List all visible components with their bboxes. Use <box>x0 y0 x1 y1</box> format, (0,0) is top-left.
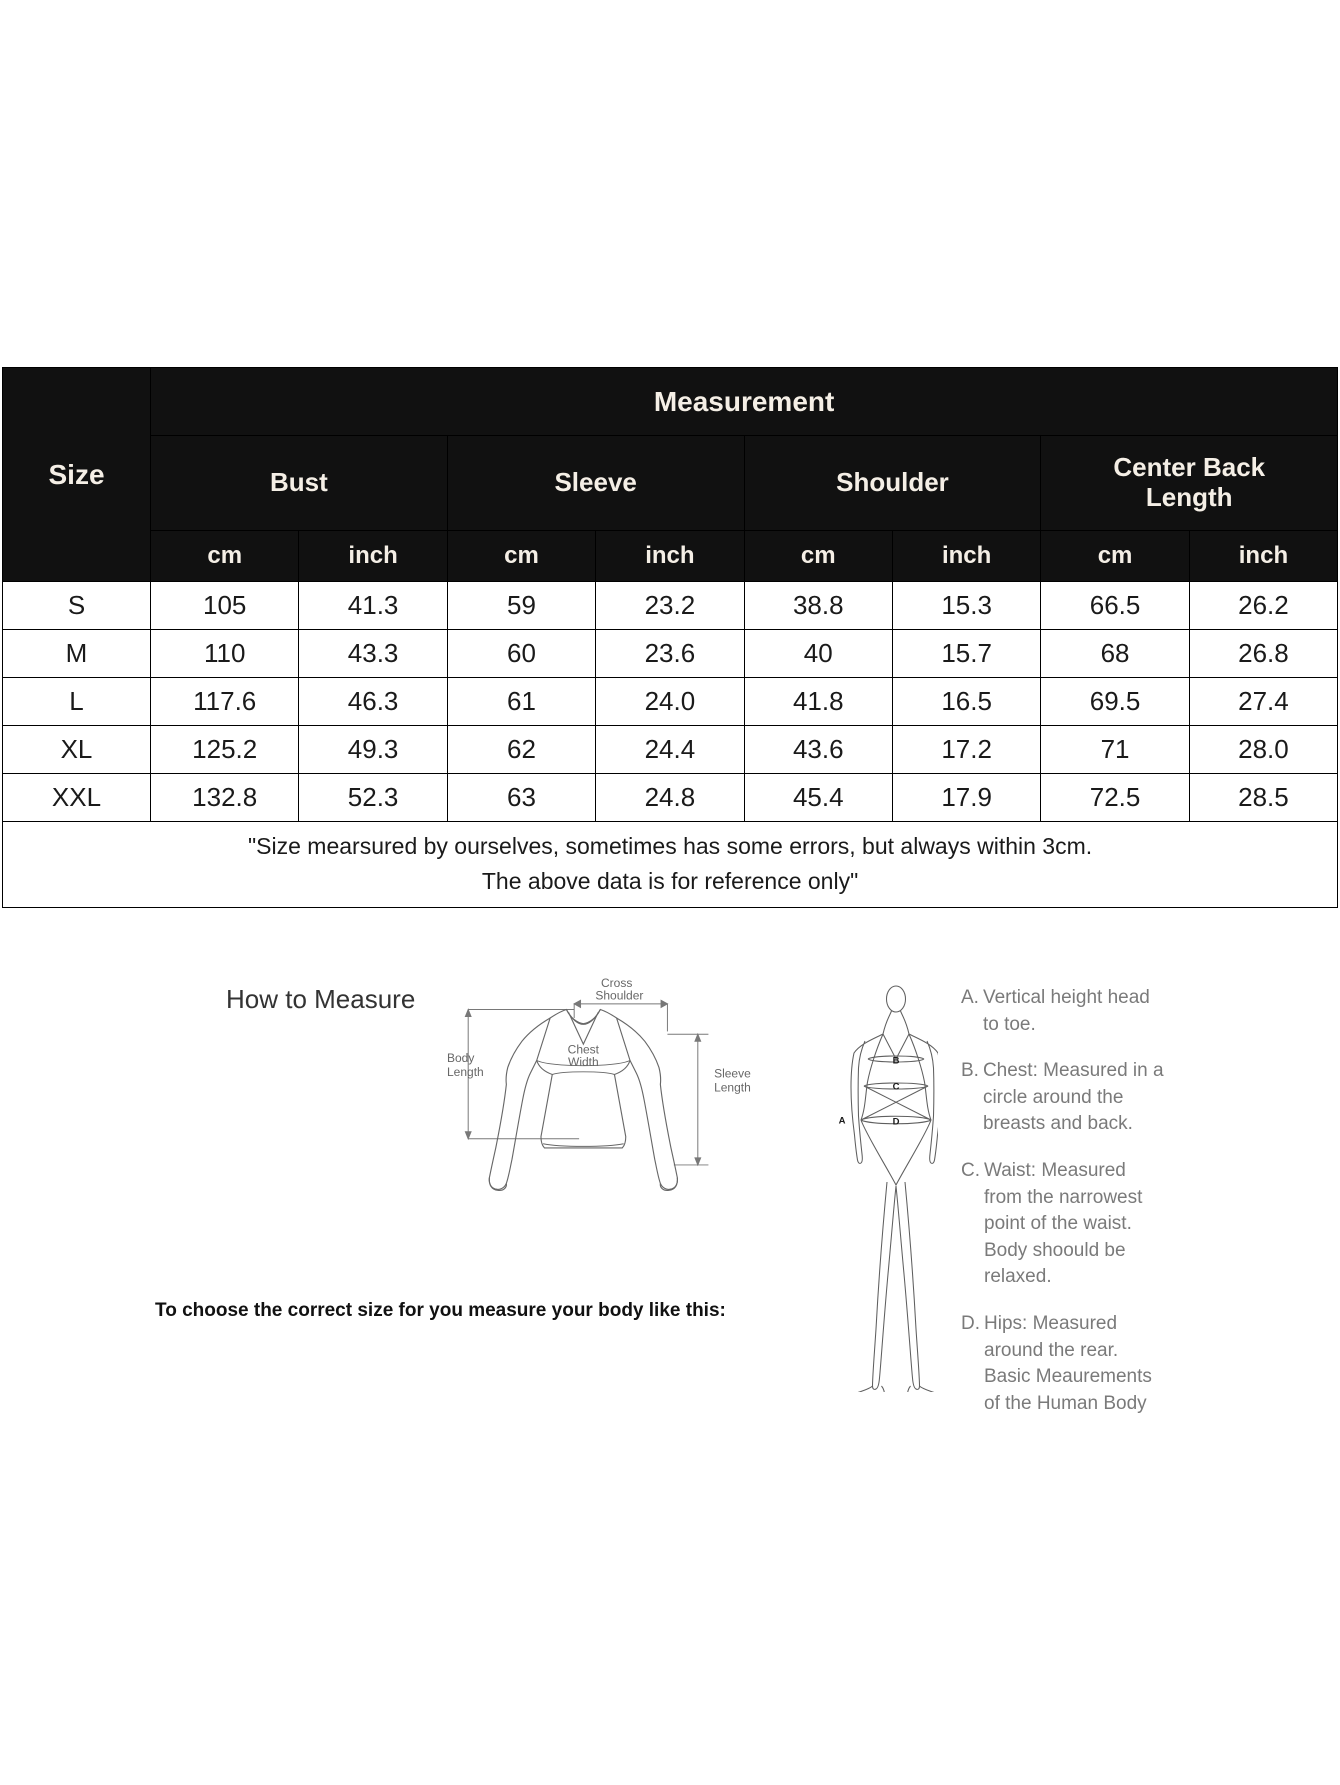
svg-text:B: B <box>893 1056 900 1067</box>
svg-text:D: D <box>893 1117 900 1128</box>
svg-text:Width: Width <box>568 1055 599 1069</box>
svg-text:Sleeve: Sleeve <box>714 1066 751 1080</box>
svg-text:Length: Length <box>447 1065 484 1079</box>
svg-text:C: C <box>893 1082 900 1093</box>
svg-text:A: A <box>839 1116 846 1127</box>
svg-text:Shoulder: Shoulder <box>595 989 643 1003</box>
svg-text:Length: Length <box>714 1080 751 1094</box>
svg-text:Body: Body <box>447 1051 474 1065</box>
svg-text:Chest: Chest <box>568 1042 600 1056</box>
